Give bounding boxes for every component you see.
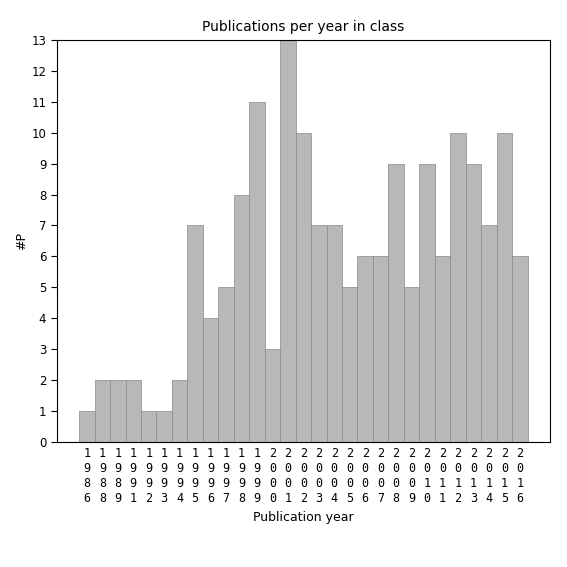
Bar <box>280 40 295 442</box>
Y-axis label: #P: #P <box>15 232 28 250</box>
Bar <box>125 380 141 442</box>
Bar <box>295 133 311 442</box>
X-axis label: Publication year: Publication year <box>253 511 354 524</box>
Bar <box>342 287 357 442</box>
Bar <box>141 411 156 442</box>
Bar <box>373 256 388 442</box>
Bar <box>404 287 420 442</box>
Bar <box>481 226 497 442</box>
Bar <box>466 163 481 442</box>
Bar <box>512 256 527 442</box>
Bar <box>218 287 234 442</box>
Bar <box>311 226 327 442</box>
Title: Publications per year in class: Publications per year in class <box>202 20 404 35</box>
Bar <box>249 101 265 442</box>
Bar <box>203 319 218 442</box>
Bar <box>265 349 280 442</box>
Bar <box>450 133 466 442</box>
Bar <box>79 411 95 442</box>
Bar <box>156 411 172 442</box>
Bar <box>187 226 203 442</box>
Bar <box>234 194 249 442</box>
Bar <box>357 256 373 442</box>
Bar <box>497 133 512 442</box>
Bar <box>110 380 125 442</box>
Bar <box>388 163 404 442</box>
Bar <box>95 380 110 442</box>
Bar <box>420 163 435 442</box>
Bar <box>327 226 342 442</box>
Bar <box>435 256 450 442</box>
Bar <box>172 380 187 442</box>
